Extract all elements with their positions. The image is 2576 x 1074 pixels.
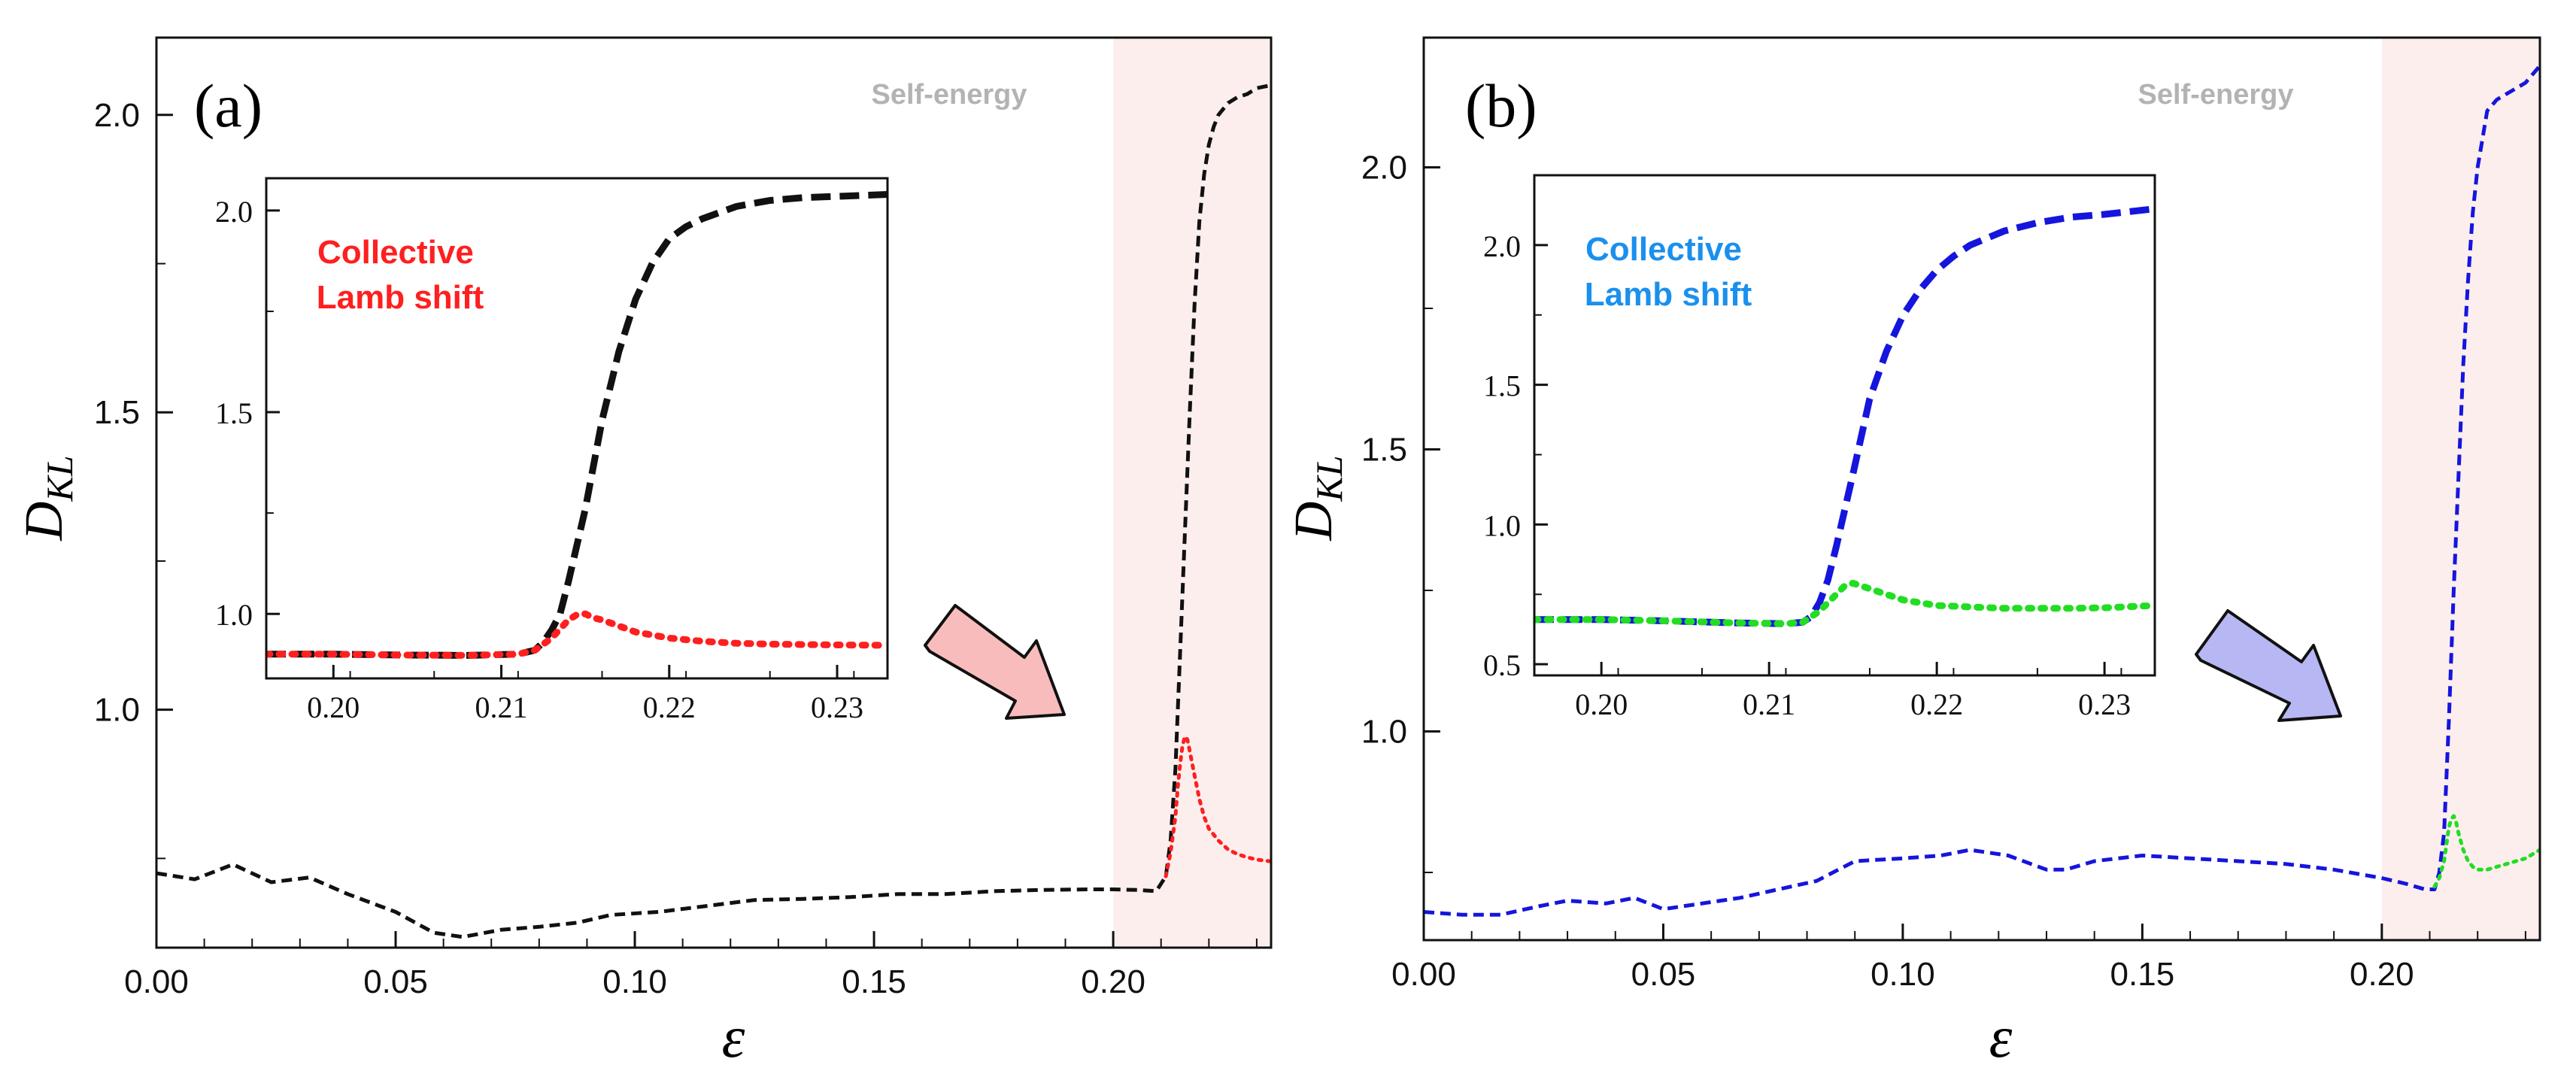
y-tick-label: 2.0 — [1483, 229, 1521, 263]
x-tick-label: 0.20 — [1575, 687, 1628, 721]
y-axis: 1.0 1.5 2.0 — [94, 97, 173, 860]
series-line-collective-lamb-shift — [2432, 814, 2540, 889]
inset-series — [1534, 205, 2155, 627]
y-axis: 1.0 1.5 2.0 — [1361, 150, 1440, 873]
y-tick-label: 0.5 — [1483, 648, 1521, 682]
self-energy-label: Self-energy — [872, 79, 1027, 111]
inset-series — [266, 191, 887, 659]
series-line-collective-lamb-shift — [266, 610, 887, 659]
x-tick-label: 0.15 — [842, 963, 906, 1000]
y-axis-label-sub: KL — [38, 455, 80, 502]
y-tick-label: 1.0 — [1483, 508, 1521, 542]
x-tick-label: 0.23 — [811, 690, 863, 724]
y-tick-label: 1.5 — [94, 394, 140, 431]
pointer-arrow — [924, 604, 1066, 720]
panel-label: (b) — [1465, 71, 1537, 140]
x-tick-label: 0.15 — [2110, 956, 2175, 993]
y-tick-label: 2.0 — [215, 195, 253, 229]
y-tick-label: 1.0 — [94, 692, 140, 729]
inset-frame — [1533, 174, 2156, 677]
x-tick-label: 0.00 — [1391, 956, 1456, 993]
x-axis: 0.00 0.05 0.10 0.15 0.20 — [124, 931, 1258, 1000]
x-tick-label: 0.20 — [2350, 956, 2414, 993]
series-line-self-energy — [156, 83, 1271, 939]
series-line-collective-lamb-shift — [1164, 734, 1271, 878]
x-tick-label: 0.05 — [363, 963, 428, 1000]
panel-b: Self-energy 0.00 0.05 0.10 0.15 0.20 1.0 1.5 2… — [1283, 36, 2541, 1069]
self-energy-region — [1113, 38, 1271, 948]
inset-plot: 0.20 0.21 0.22 0.23 0.5 1.0 1.5 2.0 Collective… — [1483, 174, 2156, 721]
main-series — [156, 83, 1271, 939]
x-tick-label: 0.22 — [1910, 687, 1963, 721]
inset-y-axis: 1.0 1.5 2.0 — [215, 195, 280, 632]
y-tick-label: 1.0 — [1361, 714, 1407, 751]
plot-frame — [1422, 36, 2541, 942]
annotation-line-1: Collective — [317, 234, 474, 271]
x-tick-label: 0.23 — [2078, 687, 2131, 721]
inset-plot: 0.20 0.21 0.22 0.23 1.0 1.5 2.0 Collective La… — [215, 177, 889, 724]
x-tick-label: 0.10 — [602, 963, 667, 1000]
inset-annotation: Collective Lamb shift — [1585, 231, 1752, 313]
x-axis-label: ε — [722, 1004, 745, 1069]
y-axis-label: DKL — [1283, 455, 1350, 541]
annotation-line-1: Collective — [1585, 231, 1742, 268]
y-axis-label-sub: KL — [1308, 455, 1350, 502]
y-tick-label: 2.0 — [1361, 150, 1407, 187]
x-tick-label: 0.22 — [643, 690, 696, 724]
inset-background — [266, 178, 887, 678]
y-axis-label: DKL — [14, 455, 80, 541]
self-energy-region — [2381, 38, 2540, 940]
y-tick-label: 1.5 — [215, 396, 253, 430]
panel-a: Self-energy 0.00 0.05 0.10 0.15 0.20 1.0 1.5 2… — [14, 36, 1273, 1069]
x-tick-label: 0.20 — [307, 690, 360, 724]
annotation-line-2: Lamb shift — [1585, 276, 1752, 313]
inset-annotation: Collective Lamb shift — [317, 234, 484, 316]
inset-x-axis: 0.20 0.21 0.22 0.23 — [1534, 662, 2131, 721]
x-axis: 0.00 0.05 0.10 0.15 0.20 — [1391, 924, 2526, 993]
pointer-arrow — [2195, 609, 2342, 722]
self-energy-label: Self-energy — [2138, 79, 2294, 111]
inset-frame — [265, 177, 889, 680]
x-tick-label: 0.10 — [1871, 956, 1935, 993]
x-axis-label: ε — [1989, 1004, 2013, 1069]
y-tick-label: 1.0 — [215, 598, 253, 632]
inset-background — [1534, 175, 2155, 675]
y-tick-label: 1.5 — [1483, 369, 1521, 403]
inset-y-axis: 0.5 1.0 1.5 2.0 — [1483, 174, 1548, 682]
y-axis-label-main: D — [1283, 502, 1343, 542]
y-axis-label-main: D — [14, 502, 74, 542]
annotation-line-2: Lamb shift — [317, 279, 484, 316]
x-tick-label: 0.21 — [475, 690, 528, 724]
series-line-collective-lamb-shift — [1534, 579, 2155, 627]
x-tick-label: 0.21 — [1743, 687, 1795, 721]
x-tick-label: 0.05 — [1631, 956, 1696, 993]
y-tick-label: 2.0 — [94, 97, 140, 134]
x-tick-label: 0.20 — [1081, 963, 1145, 1000]
y-tick-label: 1.5 — [1361, 432, 1407, 469]
main-series — [1424, 64, 2540, 917]
plot-frame — [155, 36, 1273, 949]
inset-x-axis: 0.20 0.21 0.22 0.23 — [265, 665, 863, 724]
panel-label: (a) — [194, 71, 262, 140]
x-tick-label: 0.00 — [124, 963, 189, 1000]
